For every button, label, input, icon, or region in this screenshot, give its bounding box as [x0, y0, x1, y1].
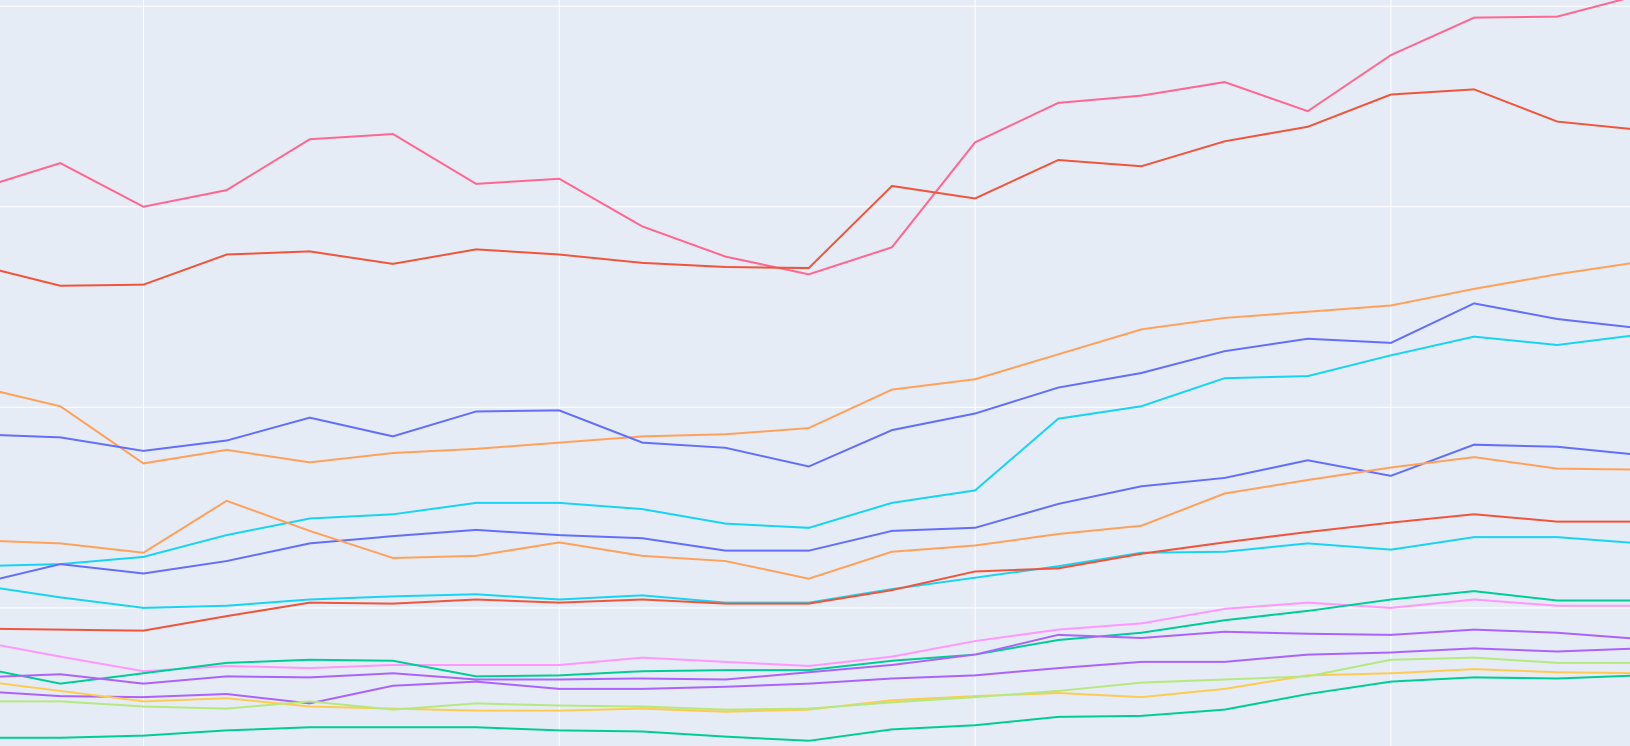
- series-line: [0, 536, 1630, 609]
- series-line: [0, 598, 1630, 673]
- series-line: [0, 628, 1630, 685]
- series-line: [0, 456, 1630, 580]
- series-line: [0, 590, 1630, 685]
- series-line: [0, 334, 1630, 567]
- series-line: [0, 302, 1630, 468]
- series-line: [0, 513, 1630, 632]
- series-line: [0, 88, 1630, 287]
- series-line: [0, 0, 1625, 276]
- series-line: [0, 443, 1630, 580]
- series-line: [0, 656, 1630, 711]
- series-line: [0, 647, 1630, 705]
- series-line: [0, 668, 1630, 713]
- series-line: [0, 262, 1630, 465]
- series-line: [0, 674, 1630, 742]
